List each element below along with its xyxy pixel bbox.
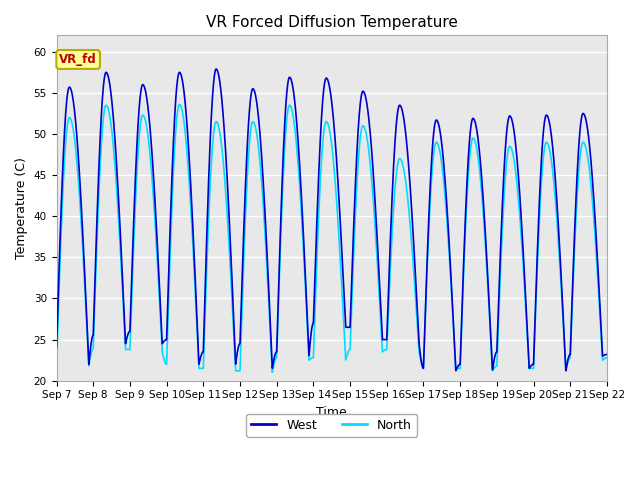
Text: VR_fd: VR_fd [60, 53, 97, 66]
X-axis label: Time: Time [316, 406, 347, 419]
Y-axis label: Temperature (C): Temperature (C) [15, 157, 28, 259]
Title: VR Forced Diffusion Temperature: VR Forced Diffusion Temperature [206, 15, 458, 30]
Legend: West, North: West, North [246, 414, 417, 437]
